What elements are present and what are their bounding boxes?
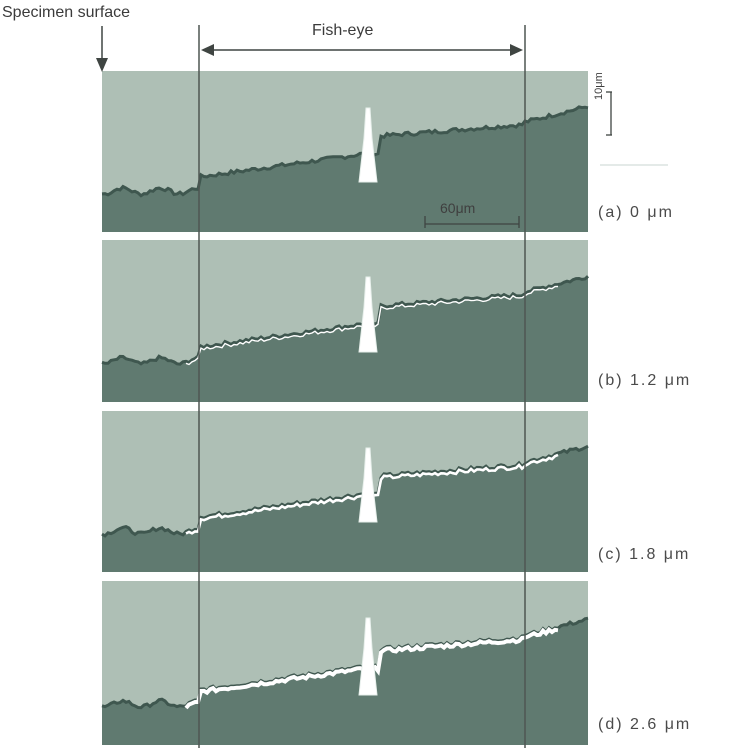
specimen-surface-arrow <box>96 26 108 72</box>
profile-panels <box>101 71 590 745</box>
surface-profile <box>101 275 590 366</box>
substrate-region <box>102 276 588 402</box>
panel-b-label: (b) 1.2 μm <box>598 372 692 389</box>
fish-eye-label: Fish-eye <box>312 22 374 39</box>
specimen-surface-label: Specimen surface <box>2 4 131 21</box>
surface-profile <box>101 105 589 198</box>
panel-c-label: (c) 1.8 μm <box>598 546 691 563</box>
scale-bar-10um <box>606 91 612 136</box>
fish-eye-width-arrow <box>201 44 523 56</box>
annotation-overlay <box>96 25 668 748</box>
profile-panel <box>101 71 589 232</box>
substrate-region <box>102 446 588 572</box>
panel-a-label: (a) 0 μm <box>598 204 674 221</box>
panel-d-label: (d) 2.6 μm <box>598 716 692 733</box>
profile-panel <box>101 581 589 745</box>
scale-10um-label: 10μm <box>593 72 605 100</box>
inclusion-spike <box>358 276 378 353</box>
inclusion-spike <box>358 447 378 523</box>
substrate-region <box>102 106 588 232</box>
substrate-region <box>102 618 588 745</box>
profile-panel <box>101 240 590 402</box>
surface-profile <box>101 444 589 538</box>
profile-panel <box>101 411 589 572</box>
inclusion-spike <box>358 107 378 183</box>
scale-bar-60um <box>424 216 520 228</box>
scale-60um-label: 60μm <box>440 200 476 216</box>
inclusion-spike <box>358 617 378 696</box>
